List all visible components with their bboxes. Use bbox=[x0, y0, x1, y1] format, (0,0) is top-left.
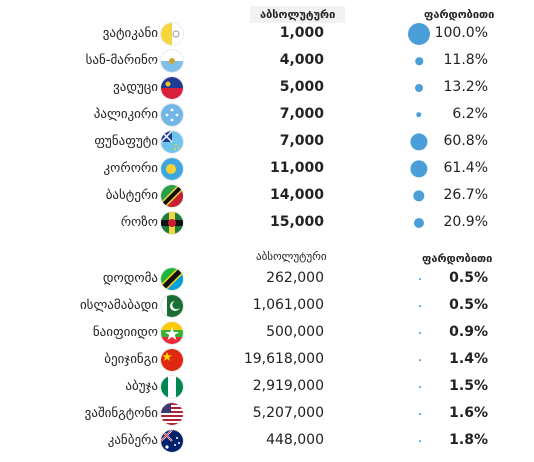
table-row: ისლამაბადი 1,061,000 0.5% bbox=[0, 293, 534, 320]
table-row: კორორი 11,000 61.4% bbox=[0, 156, 534, 183]
relative-bubble bbox=[419, 386, 421, 388]
flag-micronesia-icon bbox=[161, 104, 183, 126]
absolute-value: 7,000 bbox=[279, 133, 324, 149]
city-name: ნაიფიიდო bbox=[92, 325, 158, 340]
flag-china-icon bbox=[161, 349, 183, 371]
city-name: აბუჯა bbox=[125, 379, 158, 394]
header-relative-1-label: ფარდობითი bbox=[424, 8, 495, 21]
relative-value: 11.8% bbox=[443, 52, 488, 68]
absolute-value: 500,000 bbox=[266, 324, 324, 340]
flag-australia-icon bbox=[161, 430, 183, 452]
relative-value: 60.8% bbox=[443, 133, 488, 149]
flag-san-marino-icon bbox=[161, 50, 183, 72]
relative-value: 6.2% bbox=[452, 106, 488, 122]
relative-value: 0.5% bbox=[449, 297, 488, 313]
relative-bubble bbox=[410, 133, 428, 151]
header-relative-2-label: ფარდობითი bbox=[422, 252, 493, 265]
city-name: სან-მარინო bbox=[85, 53, 158, 68]
flag-tuvalu-icon bbox=[161, 131, 183, 153]
relative-bubble bbox=[419, 278, 421, 280]
city-name: ვატიკანი bbox=[102, 26, 158, 41]
table-row: ბეიჯინგი 19,618,000 1.4% bbox=[0, 347, 534, 374]
relative-value: 20.9% bbox=[443, 214, 488, 230]
city-name: ბასტერი bbox=[105, 188, 158, 203]
city-name: ვაშინგტონი bbox=[84, 406, 158, 421]
relative-value: 61.4% bbox=[443, 160, 488, 176]
flag-myanmar-icon bbox=[161, 322, 183, 344]
header-relative-2: ფარდობითი bbox=[422, 252, 492, 265]
city-name: პალიკირი bbox=[93, 107, 158, 122]
header-absolute-1: აბსოლუტური bbox=[250, 6, 346, 23]
flag-liechtenstein-icon bbox=[161, 77, 183, 99]
relative-bubble bbox=[410, 160, 428, 178]
relative-value: 1.6% bbox=[449, 405, 488, 421]
city-name: ფუნაფუტი bbox=[94, 134, 158, 149]
relative-bubble bbox=[413, 190, 425, 202]
table-row: ვადუცი 5,000 13.2% bbox=[0, 75, 534, 102]
absolute-value: 448,000 bbox=[266, 432, 324, 448]
relative-bubble bbox=[416, 112, 422, 118]
absolute-value: 19,618,000 bbox=[243, 351, 324, 367]
relative-bubble bbox=[415, 84, 423, 92]
table-row: სან-მარინო 4,000 11.8% bbox=[0, 48, 534, 75]
relative-bubble bbox=[419, 332, 421, 334]
city-name: ბეიჯინგი bbox=[104, 352, 158, 367]
table-row: ვატიკანი 1,000 100.0% bbox=[0, 21, 534, 48]
table-row: როზო 15,000 20.9% bbox=[0, 210, 534, 237]
relative-bubble bbox=[419, 440, 421, 442]
absolute-value: 5,000 bbox=[279, 79, 324, 95]
table-row: კანბერა 448,000 1.8% bbox=[0, 428, 534, 455]
table-row: პალიკირი 7,000 6.2% bbox=[0, 102, 534, 129]
flag-pakistan-icon bbox=[161, 295, 183, 317]
header-absolute-2-label: აბსოლუტური bbox=[256, 250, 327, 263]
relative-bubble bbox=[408, 23, 430, 45]
flag-dominica-icon bbox=[161, 212, 183, 234]
relative-bubble bbox=[415, 57, 423, 65]
flag-vatican-icon bbox=[161, 23, 183, 45]
city-name: ვადუცი bbox=[113, 80, 158, 95]
relative-bubble bbox=[419, 359, 421, 361]
relative-value: 0.9% bbox=[449, 324, 488, 340]
relative-value: 1.5% bbox=[449, 378, 488, 394]
city-name: კანბერა bbox=[107, 433, 158, 448]
absolute-value: 5,207,000 bbox=[252, 405, 324, 421]
header-absolute-2: აბსოლუტური bbox=[256, 250, 327, 263]
absolute-value: 7,000 bbox=[279, 106, 324, 122]
absolute-value: 14,000 bbox=[269, 187, 324, 203]
flag-tanzania-icon bbox=[161, 268, 183, 290]
city-name: ისლამაბადი bbox=[79, 298, 158, 313]
header-relative-1: ფარდობითი bbox=[424, 8, 494, 21]
flag-usa-icon bbox=[161, 403, 183, 425]
absolute-value: 4,000 bbox=[279, 52, 324, 68]
absolute-value: 262,000 bbox=[266, 270, 324, 286]
table-row: აბუჯა 2,919,000 1.5% bbox=[0, 374, 534, 401]
absolute-value: 2,919,000 bbox=[252, 378, 324, 394]
table-row: ფუნაფუტი 7,000 60.8% bbox=[0, 129, 534, 156]
city-name: დოდომა bbox=[102, 271, 158, 286]
absolute-value: 1,061,000 bbox=[252, 297, 324, 313]
flag-saint-kitts-icon bbox=[161, 185, 183, 207]
table-row: ბასტერი 14,000 26.7% bbox=[0, 183, 534, 210]
absolute-value: 15,000 bbox=[269, 214, 324, 230]
relative-bubble bbox=[419, 413, 421, 415]
table-row: ვაშინგტონი 5,207,000 1.6% bbox=[0, 401, 534, 428]
relative-value: 1.8% bbox=[449, 432, 488, 448]
flag-palau-icon bbox=[161, 158, 183, 180]
relative-value: 0.5% bbox=[449, 270, 488, 286]
relative-value: 26.7% bbox=[443, 187, 488, 203]
relative-value: 1.4% bbox=[449, 351, 488, 367]
relative-value: 13.2% bbox=[443, 79, 488, 95]
absolute-value: 11,000 bbox=[269, 160, 324, 176]
city-name: კორორი bbox=[103, 161, 159, 176]
table-row: დოდომა 262,000 0.5% bbox=[0, 266, 534, 293]
absolute-value: 1,000 bbox=[279, 25, 324, 41]
relative-bubble bbox=[419, 305, 421, 307]
relative-bubble bbox=[413, 217, 425, 229]
relative-value: 100.0% bbox=[434, 25, 488, 41]
table-row: ნაიფიიდო 500,000 0.9% bbox=[0, 320, 534, 347]
city-name: როზო bbox=[120, 215, 158, 230]
header-absolute-1-label: აბსოლუტური bbox=[260, 8, 336, 21]
flag-nigeria-icon bbox=[161, 376, 183, 398]
